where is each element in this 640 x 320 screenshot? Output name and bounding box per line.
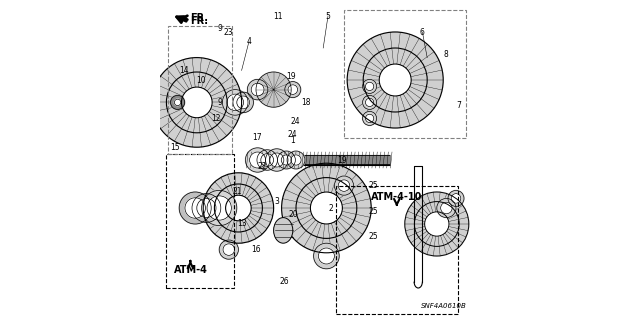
Text: 18: 18 <box>301 98 310 107</box>
Text: 25: 25 <box>369 207 379 216</box>
Text: 3: 3 <box>275 197 279 206</box>
Polygon shape <box>363 111 376 125</box>
Polygon shape <box>179 192 211 224</box>
Polygon shape <box>282 163 371 253</box>
Bar <box>344 10 466 138</box>
Text: 8: 8 <box>443 50 448 59</box>
Polygon shape <box>339 180 349 191</box>
Polygon shape <box>348 32 443 128</box>
Polygon shape <box>363 79 376 93</box>
Polygon shape <box>202 190 237 226</box>
Text: 15: 15 <box>170 143 180 152</box>
Polygon shape <box>363 95 376 109</box>
Text: 7: 7 <box>457 101 461 110</box>
Polygon shape <box>365 82 374 91</box>
Polygon shape <box>335 176 354 195</box>
Polygon shape <box>223 244 235 255</box>
Text: 21: 21 <box>232 188 241 196</box>
Polygon shape <box>223 90 248 115</box>
Polygon shape <box>207 196 232 220</box>
Text: 13: 13 <box>237 220 246 228</box>
Polygon shape <box>257 150 278 170</box>
Text: 9: 9 <box>218 98 223 107</box>
Text: FR.: FR. <box>191 16 209 26</box>
Text: 6: 6 <box>420 28 425 36</box>
Text: 24: 24 <box>290 117 300 126</box>
Text: 5: 5 <box>326 12 330 20</box>
Polygon shape <box>197 198 216 218</box>
Polygon shape <box>282 155 292 165</box>
Text: 14: 14 <box>179 66 189 75</box>
Text: SNF4A0610B: SNF4A0610B <box>422 303 467 309</box>
Text: 17: 17 <box>252 133 262 142</box>
Text: 19: 19 <box>286 72 296 81</box>
Text: ATM-4: ATM-4 <box>173 265 207 276</box>
Polygon shape <box>171 95 184 109</box>
Polygon shape <box>310 192 342 224</box>
Polygon shape <box>319 248 334 264</box>
Polygon shape <box>287 151 305 169</box>
Polygon shape <box>227 94 244 111</box>
Polygon shape <box>448 190 464 206</box>
Text: 24: 24 <box>288 130 298 139</box>
Polygon shape <box>380 64 412 96</box>
Polygon shape <box>405 192 468 256</box>
Polygon shape <box>261 154 274 166</box>
Polygon shape <box>437 198 456 218</box>
Polygon shape <box>175 99 181 106</box>
Polygon shape <box>237 96 250 109</box>
Text: 20: 20 <box>289 210 299 219</box>
Text: 12: 12 <box>211 114 221 123</box>
Polygon shape <box>250 152 266 168</box>
Text: FR.: FR. <box>183 13 209 23</box>
Text: 11: 11 <box>274 12 283 20</box>
Polygon shape <box>182 87 212 118</box>
Polygon shape <box>365 114 374 123</box>
Polygon shape <box>314 243 339 269</box>
Polygon shape <box>451 194 461 203</box>
Text: 2: 2 <box>329 204 333 212</box>
Polygon shape <box>248 79 268 100</box>
Polygon shape <box>246 148 270 172</box>
Text: ATM-4-10: ATM-4-10 <box>371 192 422 202</box>
Polygon shape <box>441 202 452 214</box>
Polygon shape <box>285 82 301 98</box>
Polygon shape <box>185 198 205 218</box>
Polygon shape <box>220 240 239 259</box>
Polygon shape <box>204 173 274 243</box>
Polygon shape <box>278 151 296 169</box>
Bar <box>168 26 232 154</box>
Text: 26: 26 <box>280 277 290 286</box>
Text: 4: 4 <box>246 37 252 46</box>
Text: 25: 25 <box>369 181 379 190</box>
Polygon shape <box>152 58 242 147</box>
Polygon shape <box>226 195 251 221</box>
Text: 10: 10 <box>196 76 206 84</box>
Polygon shape <box>291 155 301 165</box>
Polygon shape <box>192 194 221 222</box>
Polygon shape <box>252 83 264 96</box>
Polygon shape <box>270 153 284 167</box>
Polygon shape <box>425 212 449 236</box>
Text: 1: 1 <box>291 136 295 145</box>
Ellipse shape <box>274 218 293 243</box>
Polygon shape <box>365 98 374 107</box>
Polygon shape <box>256 72 291 107</box>
Text: 22: 22 <box>257 162 266 171</box>
Polygon shape <box>266 149 288 171</box>
Text: 23: 23 <box>224 28 234 36</box>
Text: 19: 19 <box>337 156 348 164</box>
Text: 9: 9 <box>218 24 223 33</box>
Text: 16: 16 <box>251 245 261 254</box>
Polygon shape <box>233 92 253 113</box>
Polygon shape <box>288 85 298 94</box>
Text: 25: 25 <box>369 232 379 241</box>
